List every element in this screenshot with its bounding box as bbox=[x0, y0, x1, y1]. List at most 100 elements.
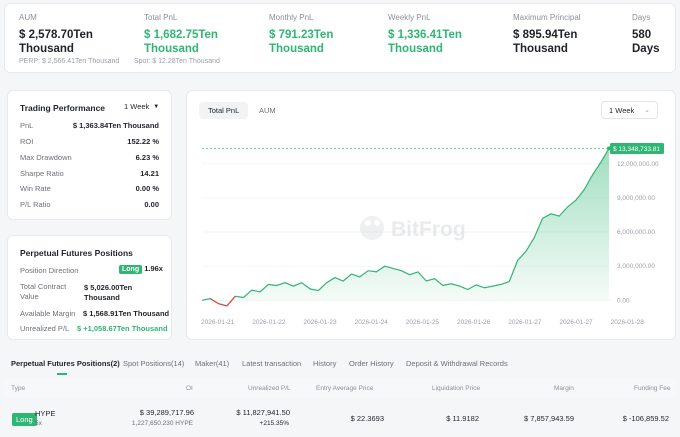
performance-title: Trading Performance bbox=[20, 103, 106, 113]
total-pnl-stat: Total PnL $ 1,682.75Ten Thousand bbox=[144, 13, 254, 56]
margin-label: Available Margin bbox=[20, 309, 76, 318]
pnl-negative-segment bbox=[209, 295, 236, 307]
tab-deposit-withdrawal[interactable]: Deposit & Withdrawal Records bbox=[406, 359, 508, 368]
contract-label: Total Contract Value bbox=[20, 282, 67, 301]
perf-value: 0.00 bbox=[144, 200, 159, 209]
chart-range-select[interactable]: 1 Week ⌄ bbox=[601, 101, 658, 119]
upl-value: $ +1,058.67Ten Thousand bbox=[77, 324, 168, 333]
pnl-area bbox=[202, 148, 609, 306]
table-header-bar bbox=[4, 378, 676, 398]
performance-range-select[interactable]: 1 Week ▼ bbox=[124, 102, 159, 111]
funding-fee: $ -106,859.52 bbox=[622, 414, 669, 423]
caret-down-icon: ▼ bbox=[153, 103, 160, 110]
y-tick-label: 12,000,000.00 bbox=[617, 161, 659, 168]
x-tick-label: 2026-01-21 bbox=[201, 319, 235, 326]
perf-value: 152.22 % bbox=[127, 137, 159, 146]
weekly-pnl-stat: Weekly PnL $ 1,336.41Ten Thousand bbox=[388, 13, 503, 56]
direction-label: Position Direction bbox=[20, 266, 79, 275]
last-value-tag-bg bbox=[610, 143, 664, 154]
chart-range-value: 1 Week bbox=[609, 105, 635, 115]
y-tick-label: 3,000,000.00 bbox=[617, 263, 655, 270]
days-label: Days bbox=[632, 13, 651, 22]
total-pnl-label: Total PnL bbox=[144, 13, 178, 22]
col-type: Type bbox=[11, 385, 26, 392]
perf-value: 14.21 bbox=[140, 169, 159, 178]
tab-aum[interactable]: AUM bbox=[259, 106, 276, 115]
perf-key: Sharpe Ratio bbox=[20, 169, 64, 178]
contract-value: $ 5,026.00Ten Thousand bbox=[84, 283, 133, 302]
perf-row: Win Rate 0.00 % bbox=[20, 184, 159, 193]
days-value: 580 Days bbox=[632, 29, 660, 55]
spot-breakdown: Spot: $ 12.28Ten Thousand bbox=[134, 58, 220, 65]
tab-maker[interactable]: Maker(41) bbox=[195, 359, 230, 368]
watermark-text: BitFrog bbox=[391, 218, 466, 241]
x-tick-label: 2026-01-27 bbox=[559, 319, 593, 326]
max-principal-stat: Maximum Principal $ 895.94Ten Thousand bbox=[513, 13, 623, 56]
oi-sub: 1,227,650.230 HYPE bbox=[131, 420, 193, 427]
last-value-tag: $ 13,348,733.81 bbox=[613, 146, 660, 153]
x-tick-label: 2026-01-24 bbox=[355, 319, 389, 326]
x-tick-label: 2026-01-26 bbox=[457, 319, 491, 326]
perf-value: 6.23 % bbox=[135, 153, 159, 162]
x-tick-label: 2026-01-28 bbox=[611, 319, 645, 326]
aum-label: AUM bbox=[19, 13, 37, 22]
watermark-logo bbox=[360, 216, 384, 240]
days-stat: Days 580 Days bbox=[632, 13, 672, 56]
col-entry: Entry Average Price bbox=[316, 385, 374, 392]
direction-leverage: 1.96x bbox=[144, 264, 163, 273]
long-badge: Long bbox=[119, 265, 143, 274]
perf-row: P/L Ratio 0.00 bbox=[20, 200, 159, 209]
col-funding: Funding Fee bbox=[634, 385, 671, 392]
weekly-pnl-label: Weekly PnL bbox=[388, 13, 431, 22]
y-tick-label: 9,000,000.00 bbox=[617, 195, 655, 202]
performance-range-value: 1 Week bbox=[124, 102, 150, 111]
col-oi: OI bbox=[186, 385, 193, 392]
pnl-line bbox=[201, 148, 610, 307]
weekly-pnl-value: $ 1,336.41Ten Thousand bbox=[388, 29, 462, 55]
x-tick-label: 2026-01-23 bbox=[303, 319, 337, 326]
y-tick-label: 0.00 bbox=[617, 297, 630, 304]
margin-cell: $ 7,857,943.59 bbox=[523, 414, 574, 423]
side-badge: Long bbox=[12, 413, 37, 426]
perp-positions-card: Perpetual Futures Positions Position Dir… bbox=[7, 235, 172, 340]
monthly-pnl-value: $ 791.23Ten Thousand bbox=[269, 29, 334, 55]
perf-value: $ 1,363.84Ten Thousand bbox=[72, 121, 159, 130]
max-principal-label: Maximum Principal bbox=[513, 13, 581, 22]
pnl-chart: BitFrog 0.00 3,000,000.00 6,000,000.00 9,00… bbox=[201, 143, 664, 326]
x-tick-label: 2026-01-25 bbox=[406, 319, 440, 326]
perf-row: ROI 152.22 % bbox=[20, 137, 159, 146]
aum-value: $ 2,578.70Ten Thousand bbox=[19, 29, 93, 55]
tab-spot-positions[interactable]: Spot Positions(14) bbox=[123, 359, 185, 368]
entry-price: $ 22.3693 bbox=[350, 414, 384, 423]
perf-key: Max Drawdown bbox=[20, 153, 72, 162]
tab-total-pnl[interactable]: Total PnL bbox=[199, 102, 249, 119]
upl-cell: $ 11,827,941.50 bbox=[236, 408, 290, 417]
chevron-down-icon: ⌄ bbox=[644, 107, 650, 114]
perf-row: Max Drawdown 6.23 % bbox=[20, 153, 159, 162]
monthly-pnl-label: Monthly PnL bbox=[269, 13, 314, 22]
margin-value: $ 1,568.91Ten Thousand bbox=[83, 309, 170, 318]
coin-leverage: 5x bbox=[35, 420, 42, 427]
perf-key: Win Rate bbox=[20, 184, 51, 193]
perf-value: 0.00 % bbox=[135, 184, 159, 193]
active-tab-underline bbox=[57, 373, 67, 375]
trading-performance-card: Trading Performance 1 Week ▼ PnL $ 1,363.… bbox=[7, 90, 172, 220]
direction-value: Long 1.96x bbox=[119, 264, 163, 274]
col-upl: Unrealized P/L bbox=[248, 385, 291, 392]
tab-order-history[interactable]: Order History bbox=[349, 359, 394, 368]
positions-card-title: Perpetual Futures Positions bbox=[20, 248, 133, 258]
coin-name: HYPE bbox=[35, 409, 56, 418]
perf-key: P/L Ratio bbox=[20, 200, 51, 209]
tab-history[interactable]: History bbox=[313, 359, 337, 368]
summary-card: AUM $ 2,578.70Ten Thousand Total PnL $ 1… bbox=[4, 3, 676, 73]
tab-perpetual-positions[interactable]: Perpetual Futures Positions(2) bbox=[11, 359, 120, 368]
x-tick-label: 2026-01-22 bbox=[252, 319, 286, 326]
x-tick-label: 2026-01-27 bbox=[508, 319, 542, 326]
table-row[interactable]: Long HYPE 5x $ 39,289,717.96 1,227,650.2… bbox=[4, 400, 676, 437]
oi-value: $ 39,289,717.96 bbox=[139, 408, 194, 417]
liq-price: $ 11.9182 bbox=[446, 414, 479, 423]
perp-breakdown: PERP: $ 2,566.41Ten Thousand bbox=[19, 58, 120, 65]
monthly-pnl-stat: Monthly PnL $ 791.23Ten Thousand bbox=[269, 13, 379, 56]
max-principal-value: $ 895.94Ten Thousand bbox=[513, 29, 578, 55]
tab-latest-transaction[interactable]: Latest transaction bbox=[242, 359, 302, 368]
